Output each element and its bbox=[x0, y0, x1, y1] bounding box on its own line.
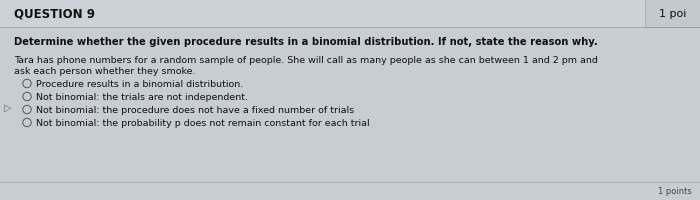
Text: Determine whether the given procedure results in a binomial distribution. If not: Determine whether the given procedure re… bbox=[14, 37, 598, 47]
FancyBboxPatch shape bbox=[0, 182, 700, 200]
Text: 1 points: 1 points bbox=[658, 187, 692, 196]
Text: Not binomial: the trials are not independent.: Not binomial: the trials are not indepen… bbox=[36, 93, 248, 101]
Text: Not binomial: the probability p does not remain constant for each trial: Not binomial: the probability p does not… bbox=[36, 118, 370, 127]
Text: ask each person whether they smoke.: ask each person whether they smoke. bbox=[14, 67, 195, 76]
FancyBboxPatch shape bbox=[0, 0, 700, 28]
Text: Not binomial: the procedure does not have a fixed number of trials: Not binomial: the procedure does not hav… bbox=[36, 105, 354, 114]
Text: 1 poi: 1 poi bbox=[659, 9, 686, 19]
Text: QUESTION 9: QUESTION 9 bbox=[14, 7, 95, 20]
Text: ▷: ▷ bbox=[4, 102, 11, 112]
Text: Procedure results in a binomial distribution.: Procedure results in a binomial distribu… bbox=[36, 80, 244, 89]
FancyBboxPatch shape bbox=[645, 0, 700, 28]
Text: Tara has phone numbers for a random sample of people. She will call as many peop: Tara has phone numbers for a random samp… bbox=[14, 56, 598, 65]
